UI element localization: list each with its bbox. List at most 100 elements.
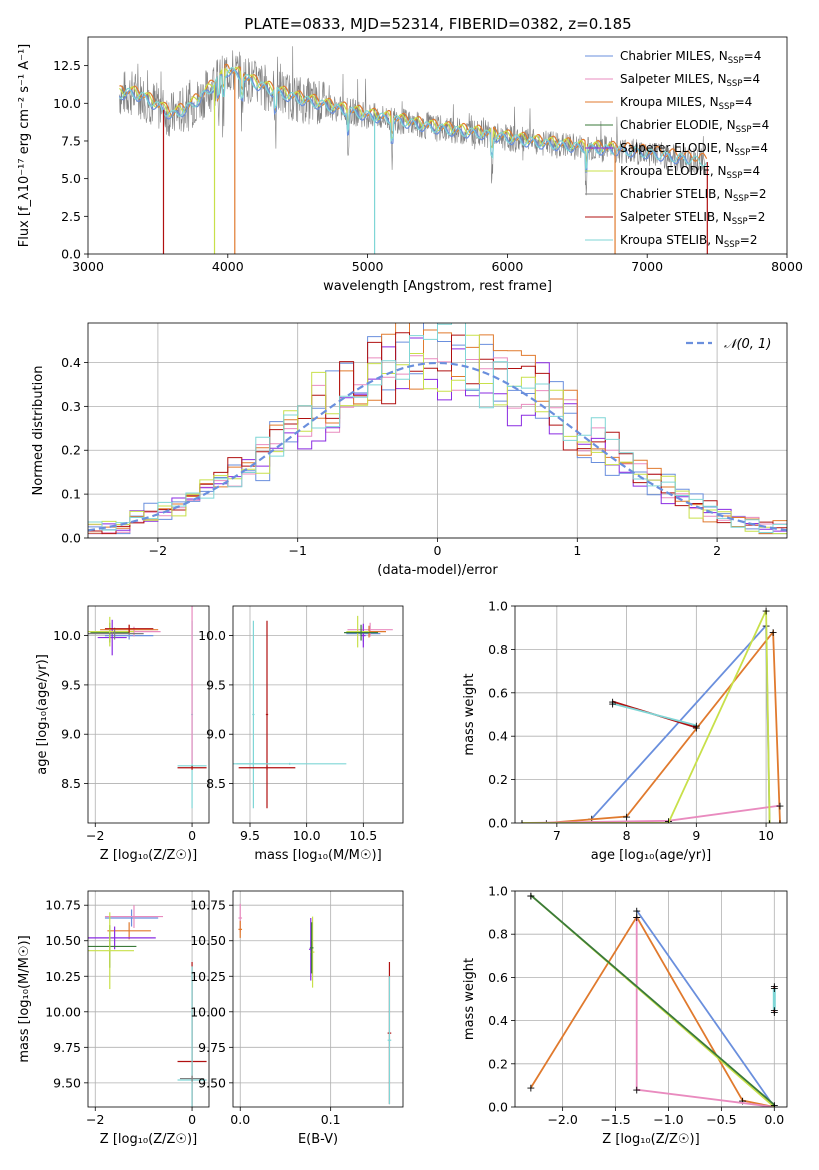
weight-marker: + — [775, 817, 784, 830]
x-tick-label: 1 — [573, 543, 581, 558]
y-axis-label: mass weight — [462, 673, 477, 755]
y-tick-label: 10.25 — [45, 969, 81, 984]
y-tick-label: 0.6 — [488, 970, 508, 985]
y-tick-label: 8.5 — [206, 776, 226, 791]
weight-marker: + — [632, 904, 641, 917]
y-tick-label: 0.0 — [488, 816, 508, 831]
age_vs_Z-axes: −2 0 8.5 9.0 9.5 10.0 Z [log₁₀(Z/Z☉)] age [log₁… — [35, 606, 209, 863]
y-tick-label: 10.00 — [190, 1004, 226, 1019]
residuals-plot-area — [88, 323, 787, 535]
x-axis-label: wavelength [Angstrom, rest frame] — [323, 279, 552, 294]
x-tick-label: 0 — [188, 1112, 196, 1127]
weight-marker: + — [761, 604, 770, 617]
y-axis-label: age [log₁₀(age/yr)] — [35, 654, 50, 775]
x-tick-label: 5000 — [352, 259, 384, 274]
weight-marker: + — [526, 889, 535, 902]
y-axis-label: mass [log₁₀(M/M☉)] — [17, 935, 32, 1062]
y-tick-label: 7.5 — [61, 133, 81, 148]
weight-marker: + — [770, 980, 779, 993]
figure-title: PLATE=0833, MJD=52314, FIBERID=0382, z=0… — [244, 15, 631, 33]
age_vs_mass-frame — [232, 605, 404, 824]
y-tick-label: 9.50 — [198, 1075, 226, 1090]
weight-marker: + — [622, 810, 631, 823]
x-tick-label: −1 — [288, 543, 306, 558]
y-tick-label: 0.0 — [61, 531, 81, 546]
x-tick-label: −2 — [149, 543, 167, 558]
x-tick-label: 0 — [434, 543, 442, 558]
x-tick-label: 10.5 — [349, 828, 377, 843]
x-tick-label: −1.0 — [653, 1112, 683, 1127]
x-tick-label: 7 — [553, 828, 561, 843]
y-tick-label: 9.0 — [206, 727, 226, 742]
y-tick-label: 10.00 — [45, 1004, 81, 1019]
y-tick-label: 9.50 — [53, 1075, 81, 1090]
x-tick-label: −2 — [86, 1112, 104, 1127]
legend-label: Kroupa STELIB, NSSP=2 — [620, 233, 758, 250]
x-tick-label: 6000 — [491, 259, 523, 274]
mass_vs_ebv-axes: 0.0 0.1 9.50 9.75 10.00 10.25 10.50 10.75 E(B-V) — [190, 891, 403, 1147]
weight-line-kroupa_miles — [546, 629, 781, 823]
y-tick-label: 0.4 — [488, 1013, 508, 1028]
weight-line-chabrier_miles — [591, 623, 771, 823]
legend-label: 𝒩(0, 1) — [724, 337, 771, 352]
weight-marker: + — [664, 817, 673, 830]
y-tick-label: 5.0 — [61, 171, 81, 186]
y-tick-label: 0.8 — [488, 927, 508, 942]
y-tick-label: 8.5 — [61, 776, 81, 791]
weight-marker: + — [765, 817, 774, 830]
weight-marker: + — [692, 719, 701, 732]
x-tick-label: 0 — [188, 828, 196, 843]
y-tick-label: 9.5 — [61, 677, 81, 692]
y-tick-label: 0.0 — [488, 1100, 508, 1115]
mass_vs_Z-axes: −2 0 9.50 9.75 10.00 10.25 10.50 10.75 Z [log₁₀(… — [17, 891, 209, 1147]
x-tick-label: 3000 — [72, 259, 104, 274]
legend-label: Kroupa MILES, NSSP=4 — [620, 95, 752, 112]
y-tick-label: 2.5 — [61, 209, 81, 224]
y-tick-label: 0.2 — [488, 1056, 508, 1071]
spectrum-legend: Chabrier MILES, NSSP=4 Salpeter MILES, NS… — [585, 49, 769, 250]
mass_vs_ebv-plot-area — [238, 903, 392, 1105]
weight-line-kroupa_miles — [530, 915, 775, 1107]
x-axis-label: E(B-V) — [298, 1132, 338, 1147]
y-tick-label: 10.0 — [53, 628, 81, 643]
y-tick-label: 0.2 — [61, 443, 81, 458]
y-tick-label: 10.50 — [190, 933, 226, 948]
x-axis-label: age [log₁₀(age/yr)] — [591, 848, 712, 863]
x-axis-label: (data-model)/error — [377, 563, 498, 578]
weight-line-kroupa_elodie — [522, 609, 771, 823]
weight_vs_age-plot-area: ++++++++ +++ +++++++ — [517, 604, 785, 830]
y-tick-label: 0.6 — [488, 685, 508, 700]
y-tick-label: 1.0 — [488, 884, 508, 899]
x-tick-label: 8 — [623, 828, 631, 843]
weight-marker: + — [608, 698, 617, 711]
residuals-frame — [87, 322, 788, 539]
y-tick-label: 0.2 — [488, 772, 508, 787]
y-tick-label: 10.50 — [45, 933, 81, 948]
weight-marker: + — [526, 889, 535, 902]
weight-line-chabrier_miles — [635, 909, 776, 1107]
x-tick-label: 10 — [758, 828, 774, 843]
y-tick-label: 0.1 — [61, 487, 81, 502]
y-tick-label: 10.0 — [198, 628, 226, 643]
y-tick-label: 12.5 — [53, 58, 81, 73]
spectrum-frame — [87, 36, 788, 255]
x-tick-label: 9 — [692, 828, 700, 843]
x-tick-label: −0.5 — [706, 1112, 736, 1127]
legend-label: Chabrier MILES, NSSP=4 — [620, 49, 761, 66]
weight_vs_Z-frame — [514, 890, 788, 1108]
legend-label: Chabrier STELIB, NSSP=2 — [620, 187, 767, 204]
legend-label: Kroupa ELODIE, NSSP=4 — [620, 164, 760, 181]
y-tick-label: 10.75 — [45, 898, 81, 913]
x-tick-label: 4000 — [212, 259, 244, 274]
weight-line-salpeter_miles — [521, 804, 781, 823]
y-tick-label: 0.4 — [488, 729, 508, 744]
weight-marker: + — [738, 1095, 747, 1108]
x-tick-label: 7000 — [631, 259, 663, 274]
age_vs_Z-frame — [87, 605, 210, 824]
y-tick-label: 10.25 — [190, 969, 226, 984]
x-axis-label: Z [log₁₀(Z/Z☉)] — [100, 848, 197, 863]
legend-label: Salpeter ELODIE, NSSP=4 — [620, 141, 768, 158]
weight_vs_Z-axes: −2.0 −1.5 −1.0 −0.5 0.0 0.0 0.2 0.4 0.6 0.8 1.0 Z [… — [462, 884, 787, 1147]
y-tick-label: 9.0 — [61, 727, 81, 742]
weight-line-chabrier_elodie — [530, 894, 775, 1106]
